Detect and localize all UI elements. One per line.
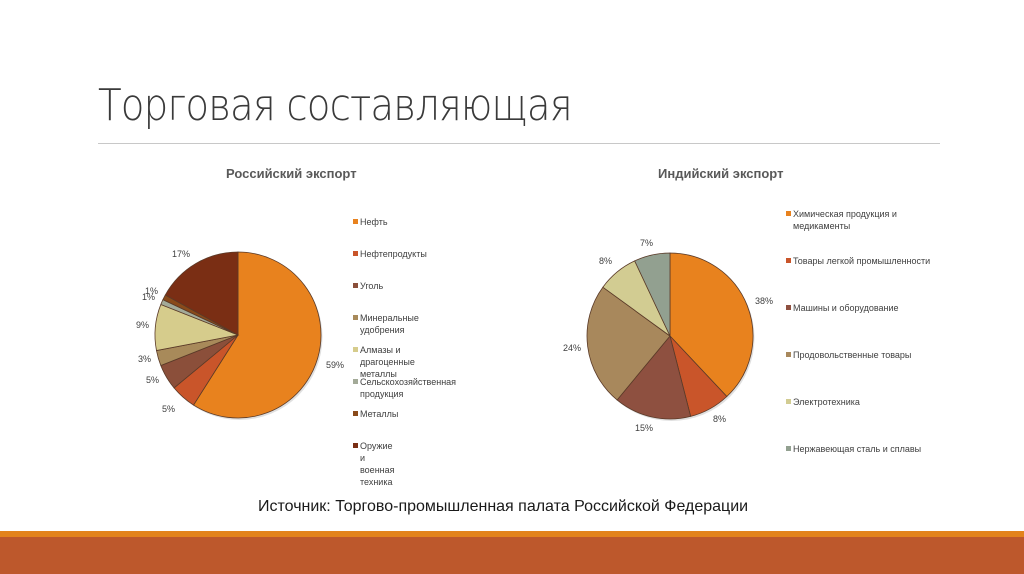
legend-swatch-icon xyxy=(786,305,791,310)
footer-stripe xyxy=(0,531,1024,537)
slice-label: 9% xyxy=(136,320,150,330)
legend-label: Уголь xyxy=(360,281,384,291)
legend-item: Сельскохозяйственная продукция xyxy=(353,376,456,400)
legend-swatch-icon xyxy=(786,399,791,404)
legend-swatch-icon xyxy=(353,411,358,416)
legend-item: Машины и оборудование xyxy=(786,302,936,314)
legend-swatch-icon xyxy=(786,352,791,357)
legend-swatch-icon xyxy=(353,219,358,224)
chart-title: Индийский экспорт xyxy=(658,166,784,181)
title-divider xyxy=(98,143,940,144)
legend-item: Нефть xyxy=(353,216,388,228)
legend-swatch-icon xyxy=(786,211,791,216)
legend-item: Нефтепродукты xyxy=(353,248,427,260)
slice-label: 38% xyxy=(755,296,774,306)
legend-item: Товары легкой промышленности xyxy=(786,255,936,267)
pie-slice xyxy=(616,335,692,420)
chart-title: Российский экспорт xyxy=(226,166,357,181)
legend-swatch-icon xyxy=(786,258,791,263)
legend-swatch-icon xyxy=(353,283,358,288)
legend-swatch-icon xyxy=(353,347,358,352)
legend-label: Алмазы и драгоценные металлы xyxy=(360,345,415,379)
legend-label: Нефть xyxy=(360,217,388,227)
slice-label: 5% xyxy=(162,404,176,414)
legend-swatch-icon xyxy=(353,379,358,384)
legend-label: Минеральные удобрения xyxy=(360,313,419,335)
slice-label: 24% xyxy=(563,343,582,353)
legend-label: Сельскохозяйственная продукция xyxy=(360,377,457,399)
slice-label: 5% xyxy=(146,375,160,385)
slice-label: 59% xyxy=(326,360,345,370)
legend-swatch-icon xyxy=(786,446,791,451)
pie-slice xyxy=(669,252,754,398)
legend-item: Алмазы и драгоценные металлы xyxy=(353,344,415,380)
legend-label: Машины и оборудование xyxy=(793,303,899,313)
legend-label: Электротехника xyxy=(793,397,860,407)
legend-item: Металлы xyxy=(353,408,398,420)
legend-label: Оружие и военная техника xyxy=(360,441,395,487)
slice-label: 17% xyxy=(172,249,191,259)
pie-slice xyxy=(164,251,239,336)
slice-label: 7% xyxy=(640,238,654,248)
legend-label: Товары легкой промышленности xyxy=(793,256,931,266)
legend-item: Уголь xyxy=(353,280,383,292)
legend-item: Химическая продукция и медикаменты xyxy=(786,208,936,232)
legend-swatch-icon xyxy=(353,251,358,256)
legend-item: Нержавеющая сталь и сплавы xyxy=(786,443,936,455)
legend-label: Химическая продукция и медикаменты xyxy=(793,209,897,231)
footer-bar xyxy=(0,537,1024,574)
legend-item: Оружие и военная техника xyxy=(353,440,395,488)
legend-swatch-icon xyxy=(353,315,358,320)
slice-label: 8% xyxy=(713,414,727,424)
legend-label: Нефтепродукты xyxy=(360,249,427,259)
pie-slice xyxy=(586,286,671,401)
slice-label: 8% xyxy=(599,256,613,266)
pie-slice xyxy=(634,252,671,337)
legend-label: Продовольственные товары xyxy=(793,350,912,360)
pie-slice xyxy=(192,251,322,419)
legend-label: Нержавеющая сталь и сплавы xyxy=(793,444,922,454)
source-note: Источник: Торгово-промышленная палата Ро… xyxy=(258,498,749,515)
slice-label: 3% xyxy=(138,354,152,364)
slice-label: 15% xyxy=(635,423,654,433)
legend-item: Электротехника xyxy=(786,396,936,408)
slice-label: 1% xyxy=(142,292,156,302)
slide-title: Торговая составляющая xyxy=(98,80,573,131)
slice-label: 1% xyxy=(145,286,159,296)
legend-item: Продовольственные товары xyxy=(786,349,936,361)
legend-swatch-icon xyxy=(353,443,358,448)
legend-item: Минеральные удобрения xyxy=(353,312,419,336)
legend-label: Металлы xyxy=(360,409,399,419)
